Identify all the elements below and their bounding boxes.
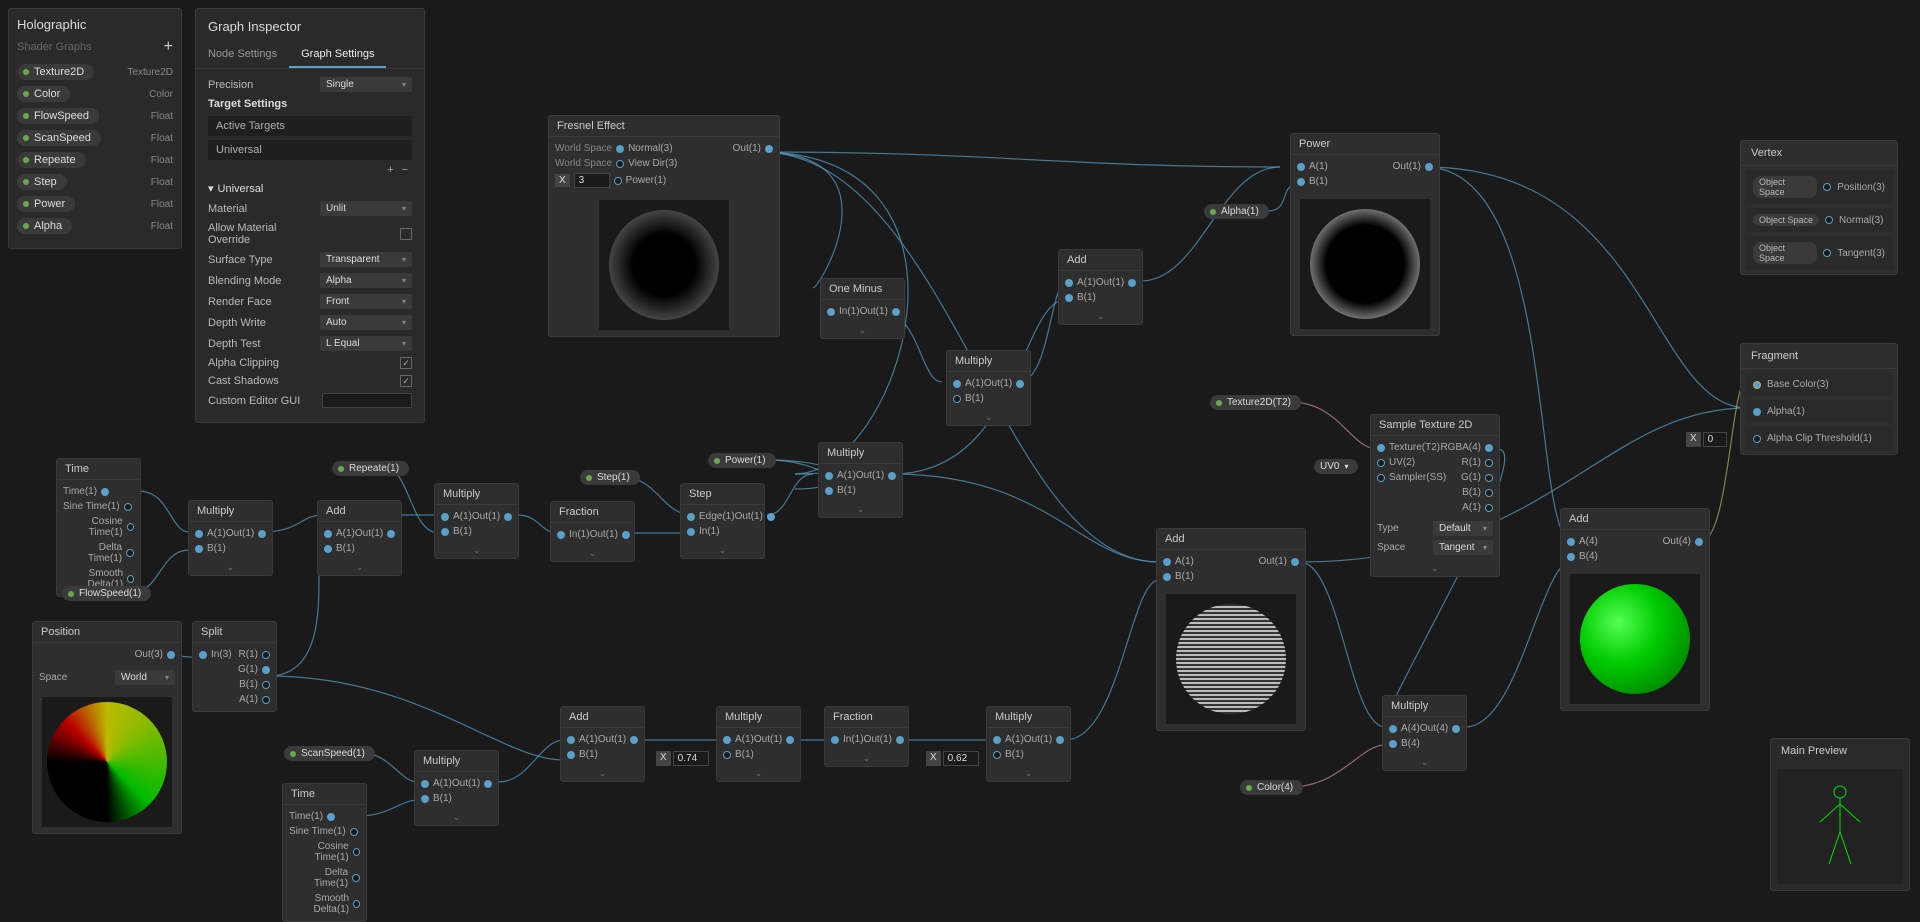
graph-inspector-panel: Graph Inspector Node Settings Graph Sett… <box>195 8 425 423</box>
multiply-074-value: X <box>656 751 709 766</box>
node-fresnel-effect[interactable]: Fresnel Effect World SpaceNormal(3) Out(… <box>548 115 780 337</box>
add-target-icon[interactable]: + <box>383 164 397 176</box>
property-row[interactable]: AlphaFloat <box>17 218 173 234</box>
add-final-preview <box>1580 584 1690 694</box>
property-row[interactable]: PowerFloat <box>17 196 173 212</box>
prop-repeate[interactable]: Repeate(1) <box>332 461 409 476</box>
node-add[interactable]: Add A(1)Out(1) B(1) ⌄ <box>560 706 645 782</box>
position-space-dropdown[interactable]: World <box>115 670 175 685</box>
node-add[interactable]: Add A(1)Out(1) B(1) ⌄ <box>317 500 402 576</box>
alpha-clip-checkbox[interactable]: ✓ <box>400 357 412 369</box>
precision-dropdown[interactable]: Single <box>320 77 412 92</box>
node-add[interactable]: Add A(1)Out(1) B(1) ⌄ <box>1058 249 1143 325</box>
node-add[interactable]: Add A(1)Out(1) B(1) <box>1156 528 1306 731</box>
material-dropdown[interactable]: Unlit <box>320 201 412 216</box>
property-row[interactable]: FlowSpeedFloat <box>17 108 173 124</box>
precision-label: Precision <box>208 79 253 91</box>
node-one-minus[interactable]: One Minus In(1) Out(1) ⌄ <box>820 278 905 339</box>
node-sample-texture-2d[interactable]: Sample Texture 2D Texture(T2)RGBA(4) UV(… <box>1370 414 1500 577</box>
blending-dropdown[interactable]: Alpha <box>320 273 412 288</box>
prop-scanspeed[interactable]: ScanSpeed(1) <box>284 746 375 761</box>
custom-gui-input[interactable] <box>322 393 412 408</box>
prop-texture[interactable]: Texture2D(T2) <box>1210 395 1301 410</box>
depth-write-dropdown[interactable]: Auto <box>320 315 412 330</box>
multiply-062-value: X <box>926 751 979 766</box>
node-multiply[interactable]: Multiply A(1)Out(1) B(1) ⌄ <box>716 706 801 782</box>
tab-graph-settings[interactable]: Graph Settings <box>289 42 386 68</box>
prop-power[interactable]: Power(1) <box>708 453 776 468</box>
node-multiply[interactable]: Multiply A(1)Out(1) B(1) ⌄ <box>414 750 499 826</box>
collapse-icon[interactable]: ⌄ <box>821 323 904 338</box>
property-row[interactable]: Texture2DTexture2D <box>17 64 173 80</box>
render-face-dropdown[interactable]: Front <box>320 294 412 309</box>
node-step[interactable]: Step Edge(1)Out(1) In(1) ⌄ <box>680 483 765 559</box>
node-time[interactable]: Time Time(1) Sine Time(1) Cosine Time(1)… <box>56 458 141 597</box>
node-multiply[interactable]: Multiply A(1)Out(1) B(1) ⌄ <box>946 350 1031 426</box>
blackboard-subtitle: Shader Graphs <box>17 41 92 53</box>
alpha-clip-value: X <box>1686 432 1727 447</box>
blackboard-panel: Holographic Shader Graphs + Texture2DTex… <box>8 8 182 249</box>
node-fraction[interactable]: Fraction In(1)Out(1) ⌄ <box>824 706 909 767</box>
active-target-item[interactable]: Universal <box>208 140 412 160</box>
property-row[interactable]: ScanSpeedFloat <box>17 130 173 146</box>
remove-target-icon[interactable]: − <box>398 164 412 176</box>
universal-foldout[interactable]: ▾Universal <box>208 182 412 195</box>
node-power[interactable]: Power A(1)Out(1) B(1) <box>1290 133 1440 336</box>
fresnel-power-input[interactable] <box>574 173 610 188</box>
add-property-icon[interactable]: + <box>164 38 173 56</box>
main-preview-panel[interactable]: Main Preview <box>1770 738 1910 891</box>
cast-shadows-checkbox[interactable]: ✓ <box>400 375 412 387</box>
node-multiply[interactable]: Multiply A(1)Out(1) B(1) ⌄ <box>986 706 1071 782</box>
position-preview <box>47 702 167 822</box>
depth-test-dropdown[interactable]: L Equal <box>320 336 412 351</box>
blackboard-title: Holographic <box>17 17 173 32</box>
tab-node-settings[interactable]: Node Settings <box>196 42 289 68</box>
node-multiply[interactable]: Multiply A(1)Out(1) B(1) ⌄ <box>188 500 273 576</box>
node-time[interactable]: Time Time(1) Sine Time(1) Cosine Time(1)… <box>282 783 367 922</box>
uv-dropdown[interactable]: UV0▾ <box>1314 459 1358 474</box>
allow-override-checkbox[interactable] <box>400 228 412 240</box>
node-multiply[interactable]: Multiply A(1)Out(1) B(1) ⌄ <box>818 442 903 518</box>
node-multiply[interactable]: Multiply A(4)Out(4) B(4) ⌄ <box>1382 695 1467 771</box>
prop-step[interactable]: Step(1) <box>580 470 640 485</box>
power-preview <box>1310 209 1420 319</box>
vertex-stack[interactable]: Vertex Object SpacePosition(3) Object Sp… <box>1740 140 1898 275</box>
property-row[interactable]: RepeateFloat <box>17 152 173 168</box>
property-row[interactable]: StepFloat <box>17 174 173 190</box>
prop-flowspeed[interactable]: FlowSpeed(1) <box>62 586 151 601</box>
node-multiply[interactable]: Multiply A(1)Out(1) B(1) ⌄ <box>434 483 519 559</box>
fragment-stack[interactable]: Fragment Base Color(3) Alpha(1) Alpha Cl… <box>1740 343 1898 455</box>
main-preview-viewport <box>1777 769 1903 884</box>
humanoid-preview-icon <box>1805 782 1875 872</box>
property-row[interactable]: ColorColor <box>17 86 173 102</box>
inspector-title: Graph Inspector <box>196 9 424 42</box>
node-fraction[interactable]: Fraction In(1)Out(1) ⌄ <box>550 501 635 562</box>
node-add[interactable]: Add A(4)Out(4) B(4) <box>1560 508 1710 711</box>
node-split[interactable]: Split In(3)R(1) G(1) B(1) A(1) <box>192 621 277 712</box>
prop-color[interactable]: Color(4) <box>1240 780 1303 795</box>
fresnel-preview <box>609 210 719 320</box>
prop-alpha[interactable]: Alpha(1) <box>1204 204 1269 219</box>
surface-type-dropdown[interactable]: Transparent <box>320 252 412 267</box>
active-targets-label: Active Targets <box>208 116 412 136</box>
target-settings-header: Target Settings <box>208 98 412 110</box>
node-position[interactable]: Position Out(3) SpaceWorld <box>32 621 182 834</box>
add-preview <box>1176 604 1286 714</box>
